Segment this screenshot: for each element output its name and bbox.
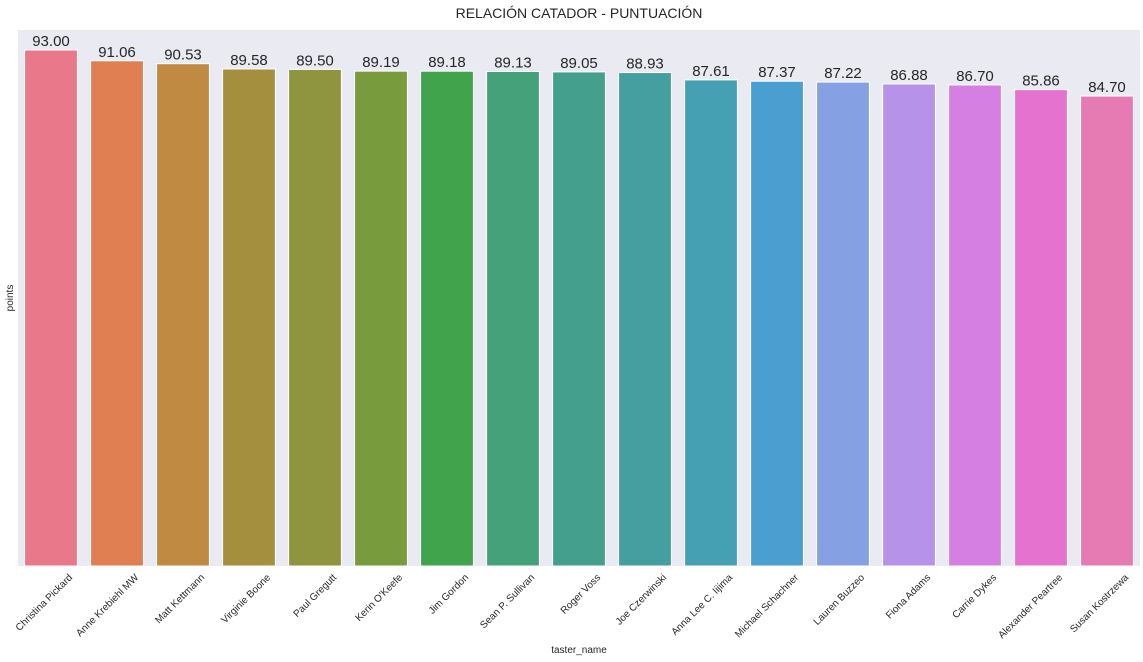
- bar: [750, 80, 804, 567]
- x-tick-label: Sean P. Sullivan: [478, 572, 537, 631]
- x-tick-label: Alexander Peartree: [996, 572, 1065, 641]
- x-tick-label: Paul Gregutt: [292, 572, 340, 620]
- bar: [288, 68, 342, 567]
- bar: [552, 71, 606, 567]
- bar-value-label: 87.61: [692, 63, 730, 80]
- bar-value-label: 90.53: [164, 47, 202, 64]
- x-tick-label: Joe Czerwinski: [614, 572, 669, 627]
- x-tick-label: Anne Krebiehl MW: [74, 572, 141, 639]
- x-tick-label: Virginie Boone: [219, 572, 273, 626]
- x-tick-labels-group: Christina Pickard Anne Krebiehl MW Matt Ke…: [14, 572, 1132, 641]
- bar-value-label: 89.05: [560, 55, 598, 72]
- bar: [24, 49, 78, 567]
- x-tick-label: Jim Gordon: [427, 572, 471, 616]
- bar-value-label: 89.50: [296, 52, 334, 69]
- bar-value-label: 89.19: [362, 54, 400, 71]
- bar-value-label: 89.13: [494, 54, 532, 71]
- x-tick-label: Christina Pickard: [14, 572, 75, 633]
- bar: [90, 60, 144, 567]
- x-axis-label: taster_name: [551, 645, 607, 656]
- value-labels-group: 93.00 91.06 90.53 89.58 89.50 89.19 89.18 89.13…: [32, 33, 1126, 96]
- bar: [816, 81, 870, 567]
- x-tick-label: Susan Kostrzewa: [1068, 572, 1131, 635]
- bar: [222, 68, 276, 567]
- bar-value-label: 93.00: [32, 33, 70, 50]
- bar: [618, 72, 672, 567]
- bar-value-label: 86.70: [956, 68, 994, 85]
- bar: [1080, 95, 1134, 567]
- bar-value-label: 89.58: [230, 52, 268, 69]
- bar: [354, 70, 408, 567]
- bar: [684, 79, 738, 567]
- bar-value-label: 89.18: [428, 54, 466, 71]
- y-axis-label: points: [5, 285, 16, 312]
- x-tick-label: Fiona Adams: [884, 572, 933, 621]
- bars-group: [24, 49, 1134, 567]
- x-tick-label: Carrie Dykes: [950, 572, 999, 621]
- chart-title: RELACIÓN CATADOR - PUNTUACIÓN: [456, 5, 703, 21]
- bar-value-label: 88.93: [626, 56, 664, 73]
- x-tick-label: Anna Lee C. Iijima: [670, 572, 736, 638]
- bar-value-label: 91.06: [98, 44, 136, 61]
- bar: [420, 70, 474, 567]
- x-tick-label: Roger Voss: [559, 572, 603, 616]
- bar-value-label: 87.22: [824, 65, 862, 82]
- bar: [948, 84, 1002, 567]
- bar-value-label: 84.70: [1088, 79, 1126, 96]
- bar: [486, 70, 540, 567]
- bar-value-label: 86.88: [890, 67, 928, 84]
- bar: [1014, 89, 1068, 567]
- bar-value-label: 85.86: [1022, 73, 1060, 90]
- bar: [882, 83, 936, 567]
- x-tick-label: Matt Kettmann: [153, 572, 207, 626]
- x-tick-label: Kerin O'Keefe: [354, 572, 406, 624]
- bar-value-label: 87.37: [758, 64, 796, 81]
- x-tick-label: Lauren Buzzeo: [812, 572, 868, 628]
- bar: [156, 63, 210, 567]
- x-tick-label: Michael Schachner: [733, 572, 801, 640]
